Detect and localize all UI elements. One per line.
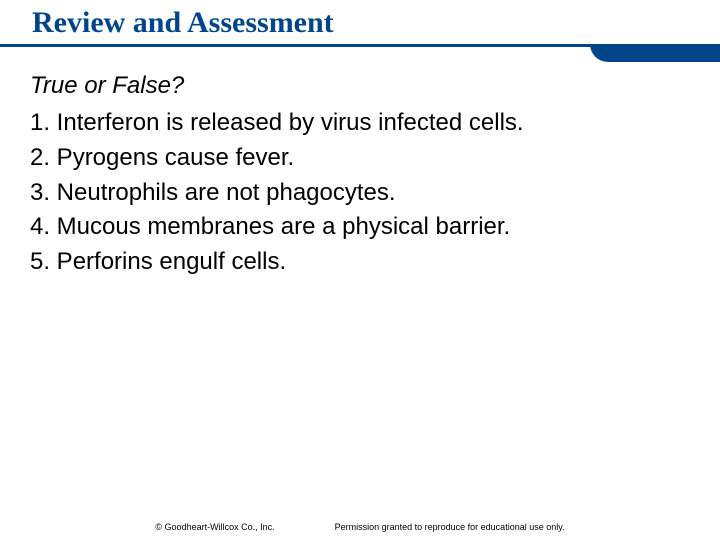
footer-copyright: © Goodheart-Willcox Co., Inc. bbox=[155, 522, 274, 532]
title-block: Review and Assessment bbox=[0, 0, 720, 44]
list-item: 1. Interferon is released by virus infec… bbox=[30, 106, 690, 141]
section-subhead: True or False? bbox=[30, 72, 690, 100]
page-title: Review and Assessment bbox=[32, 6, 720, 40]
divider bbox=[0, 44, 720, 62]
list-item: 3. Neutrophils are not phagocytes. bbox=[30, 176, 690, 211]
footer-permission: Permission granted to reproduce for educ… bbox=[335, 522, 565, 532]
content-area: True or False? 1. Interferon is released… bbox=[0, 62, 720, 280]
divider-curve bbox=[590, 44, 720, 62]
list-item: 5. Perforins engulf cells. bbox=[30, 245, 690, 280]
slide: Review and Assessment True or False? 1. … bbox=[0, 0, 720, 540]
footer: © Goodheart-Willcox Co., Inc. Permission… bbox=[0, 522, 720, 532]
list-item: 2. Pyrogens cause fever. bbox=[30, 141, 690, 176]
list-item: 4. Mucous membranes are a physical barri… bbox=[30, 210, 690, 245]
